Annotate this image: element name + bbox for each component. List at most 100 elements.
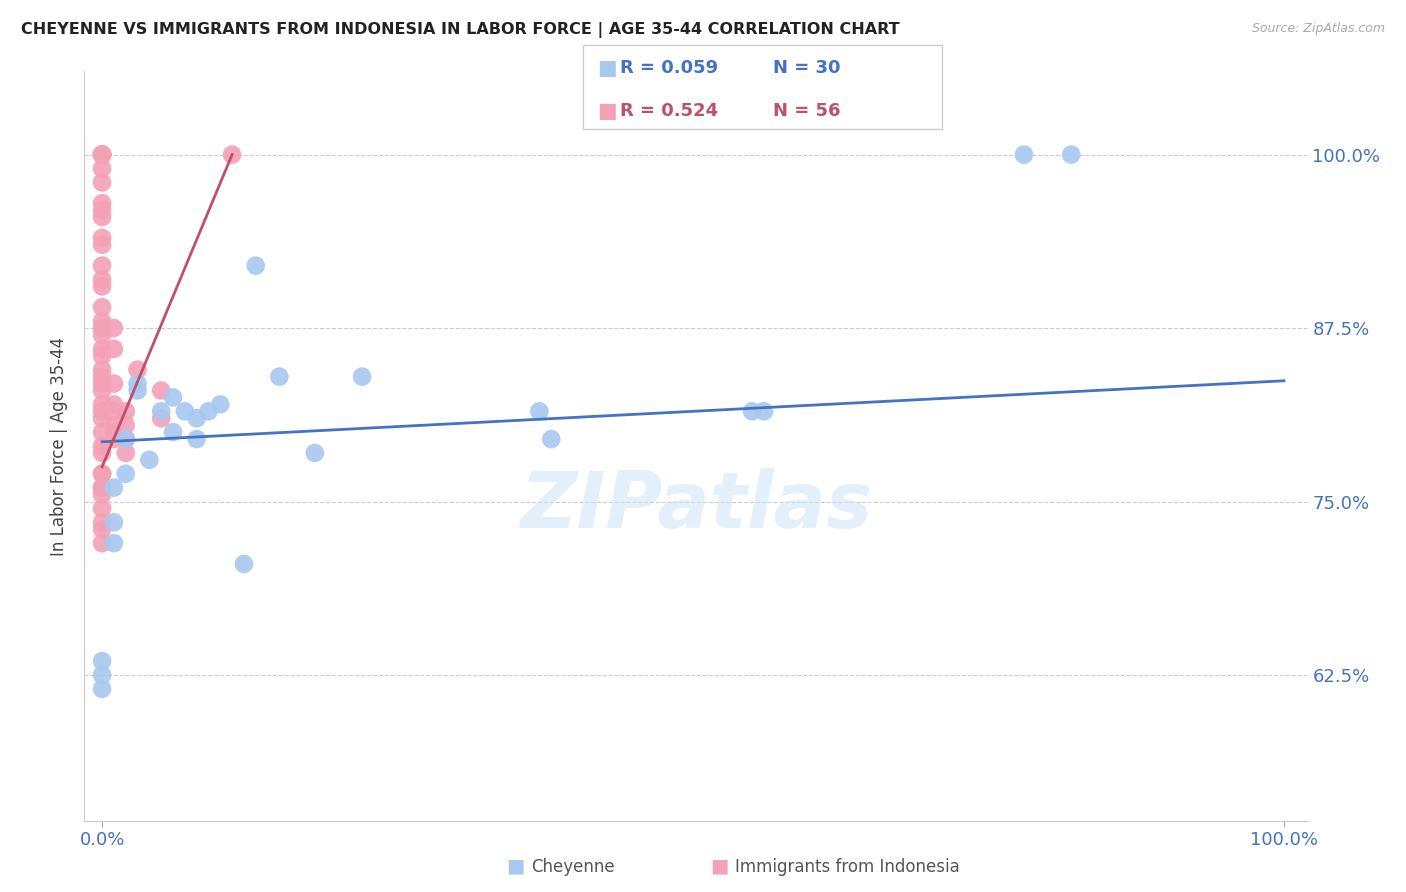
Point — [114, 432, 136, 446]
Point — [91, 397, 114, 411]
Point — [91, 516, 114, 530]
Point — [91, 481, 114, 495]
Point — [114, 418, 136, 433]
Point — [232, 557, 254, 571]
Point — [1060, 147, 1083, 161]
Point — [150, 411, 173, 425]
Point — [91, 536, 114, 550]
Point — [114, 404, 136, 418]
Point — [91, 349, 114, 363]
Point — [91, 147, 114, 161]
Point — [91, 161, 114, 176]
Point — [91, 203, 114, 218]
Point — [114, 432, 136, 446]
Point — [103, 536, 125, 550]
Point — [173, 404, 195, 418]
Point — [91, 384, 114, 398]
Point — [138, 453, 160, 467]
Text: Immigrants from Indonesia: Immigrants from Indonesia — [735, 858, 960, 876]
Text: CHEYENNE VS IMMIGRANTS FROM INDONESIA IN LABOR FORCE | AGE 35-44 CORRELATION CHA: CHEYENNE VS IMMIGRANTS FROM INDONESIA IN… — [21, 22, 900, 38]
Point — [91, 279, 114, 293]
Point — [103, 425, 125, 439]
Point — [91, 681, 114, 696]
Point — [540, 432, 562, 446]
Point — [529, 404, 551, 418]
Text: N = 30: N = 30 — [773, 60, 841, 78]
Point — [91, 439, 114, 453]
Point — [91, 654, 114, 668]
Point — [269, 369, 291, 384]
Point — [91, 425, 114, 439]
Point — [91, 314, 114, 328]
Text: ■: ■ — [598, 58, 617, 78]
Point — [91, 147, 114, 161]
Point — [91, 487, 114, 501]
Point — [91, 175, 114, 189]
Point — [103, 342, 125, 356]
Text: ■: ■ — [598, 101, 617, 120]
Point — [150, 384, 173, 398]
Text: ■: ■ — [506, 857, 524, 876]
Point — [91, 196, 114, 211]
Point — [150, 404, 173, 418]
Text: ■: ■ — [710, 857, 728, 876]
Point — [91, 321, 114, 335]
Text: R = 0.059: R = 0.059 — [620, 60, 718, 78]
Point — [1012, 147, 1035, 161]
Point — [91, 231, 114, 245]
Text: N = 56: N = 56 — [773, 102, 841, 120]
Point — [127, 376, 149, 391]
Point — [91, 668, 114, 682]
Point — [91, 376, 114, 391]
Point — [91, 501, 114, 516]
Point — [91, 522, 114, 536]
Point — [91, 147, 114, 161]
Point — [91, 404, 114, 418]
Text: Cheyenne: Cheyenne — [531, 858, 614, 876]
Point — [186, 432, 208, 446]
Point — [91, 446, 114, 460]
Point — [162, 425, 184, 439]
Point — [91, 411, 114, 425]
Point — [127, 362, 149, 376]
Point — [91, 467, 114, 481]
Point — [103, 481, 125, 495]
Point — [91, 237, 114, 252]
Text: R = 0.524: R = 0.524 — [620, 102, 718, 120]
Point — [91, 481, 114, 495]
Text: Source: ZipAtlas.com: Source: ZipAtlas.com — [1251, 22, 1385, 36]
Point — [91, 259, 114, 273]
Point — [209, 397, 232, 411]
Point — [352, 369, 374, 384]
Point — [91, 210, 114, 224]
Point — [114, 446, 136, 460]
Point — [245, 259, 267, 273]
Point — [91, 147, 114, 161]
Point — [103, 418, 125, 433]
Point — [91, 369, 114, 384]
Point — [103, 516, 125, 530]
Point — [186, 411, 208, 425]
Point — [103, 397, 125, 411]
Point — [741, 404, 763, 418]
Text: ZIPatlas: ZIPatlas — [520, 468, 872, 544]
Point — [304, 446, 326, 460]
Point — [91, 328, 114, 343]
Point — [103, 376, 125, 391]
Point — [114, 467, 136, 481]
Point — [91, 272, 114, 286]
Point — [91, 147, 114, 161]
Point — [103, 432, 125, 446]
Point — [162, 391, 184, 405]
Point — [221, 147, 243, 161]
Point — [91, 467, 114, 481]
Point — [752, 404, 775, 418]
Point — [91, 362, 114, 376]
Y-axis label: In Labor Force | Age 35-44: In Labor Force | Age 35-44 — [51, 336, 69, 556]
Point — [103, 404, 125, 418]
Point — [103, 321, 125, 335]
Point — [91, 300, 114, 314]
Point — [91, 342, 114, 356]
Point — [197, 404, 219, 418]
Point — [127, 384, 149, 398]
